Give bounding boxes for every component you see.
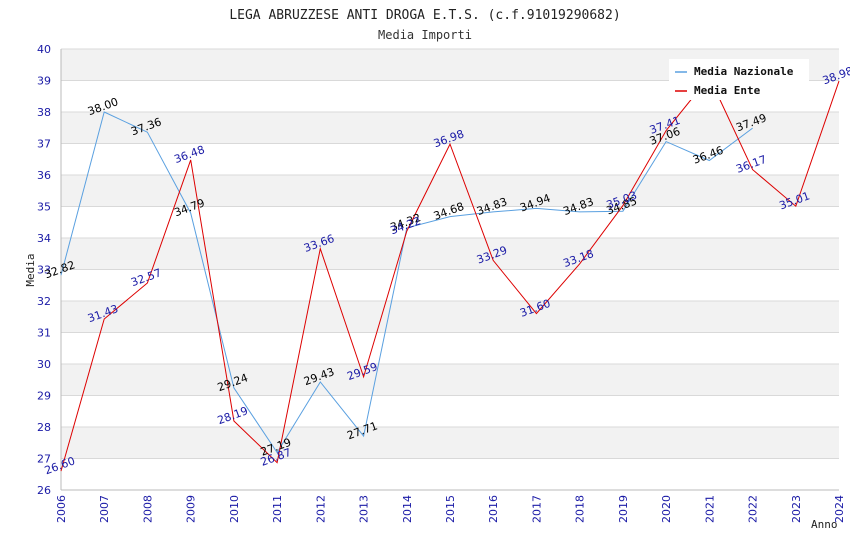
y-tick-label: 39 [37, 75, 51, 88]
y-tick-label: 38 [37, 106, 51, 119]
series-line-media-nazionale [60, 111, 753, 454]
x-tick-label: 2020 [660, 495, 673, 523]
legend-label-media-nazionale: Media Nazionale [694, 65, 794, 78]
y-tick-label: 36 [37, 169, 51, 182]
data-label: 32.82 [43, 258, 77, 281]
x-tick-label: 2015 [444, 495, 457, 523]
x-tick-label: 2023 [790, 495, 803, 523]
y-tick-label: 27 [37, 453, 51, 466]
x-tick-label: 2008 [141, 495, 154, 523]
x-tick-label: 2010 [228, 495, 241, 523]
x-axis-label: Anno [811, 518, 838, 531]
y-tick-label: 35 [37, 201, 51, 214]
grid-band [61, 301, 839, 333]
data-label: 36.46 [691, 144, 725, 167]
grid-band [61, 238, 839, 270]
y-tick-label: 33 [37, 264, 51, 277]
y-tick-label: 29 [37, 390, 51, 403]
x-tick-label: 2019 [617, 495, 630, 523]
x-tick-label: 2017 [530, 495, 543, 523]
chart-title: LEGA ABRUZZESE ANTI DROGA E.T.S. (c.f.91… [229, 8, 620, 23]
x-tick-label: 2014 [401, 495, 414, 523]
x-tick-labels: 2006 2007 2008 2009 2010 2011 2012 2013 2014 2015… [55, 495, 846, 523]
y-tick-labels: 26 27 28 29 30 31 32 33 34 35 36 37 38 39 40 [37, 43, 51, 497]
x-tick-label: 2012 [314, 495, 327, 523]
x-tick-label: 2011 [271, 495, 284, 523]
y-tick-label: 32 [37, 295, 51, 308]
grid-band [61, 112, 839, 144]
y-tick-label: 26 [37, 484, 51, 497]
data-label: 36.17 [734, 153, 768, 176]
x-tick-label: 2021 [703, 495, 716, 523]
axes [60, 49, 839, 491]
y-tick-label: 34 [37, 232, 51, 245]
y-tick-label: 28 [37, 421, 51, 434]
legend: Media Nazionale Media Ente [669, 59, 809, 100]
x-tick-label: 2006 [55, 495, 68, 523]
y-tick-label: 40 [37, 43, 51, 56]
y-axis-label: Media [24, 253, 37, 286]
grid-band [61, 427, 839, 459]
x-tick-label: 2018 [574, 495, 587, 523]
grid-bands [61, 49, 839, 459]
grid-band [61, 175, 839, 207]
x-tick-label: 2009 [185, 495, 198, 523]
legend-label-media-ente: Media Ente [694, 84, 761, 97]
x-tick-label: 2013 [358, 495, 371, 523]
x-tick-label: 2022 [747, 495, 760, 523]
y-tick-label: 30 [37, 358, 51, 371]
x-tick-label: 2016 [487, 495, 500, 523]
x-tick-label: 2024 [833, 495, 846, 523]
chart-subtitle: Media Importi [378, 28, 472, 42]
grid-band [61, 364, 839, 396]
y-tick-label: 31 [37, 327, 51, 340]
y-tick-label: 37 [37, 138, 51, 151]
legend-box [669, 59, 809, 100]
data-label: 28.19 [216, 404, 250, 427]
x-tick-label: 2007 [98, 495, 111, 523]
